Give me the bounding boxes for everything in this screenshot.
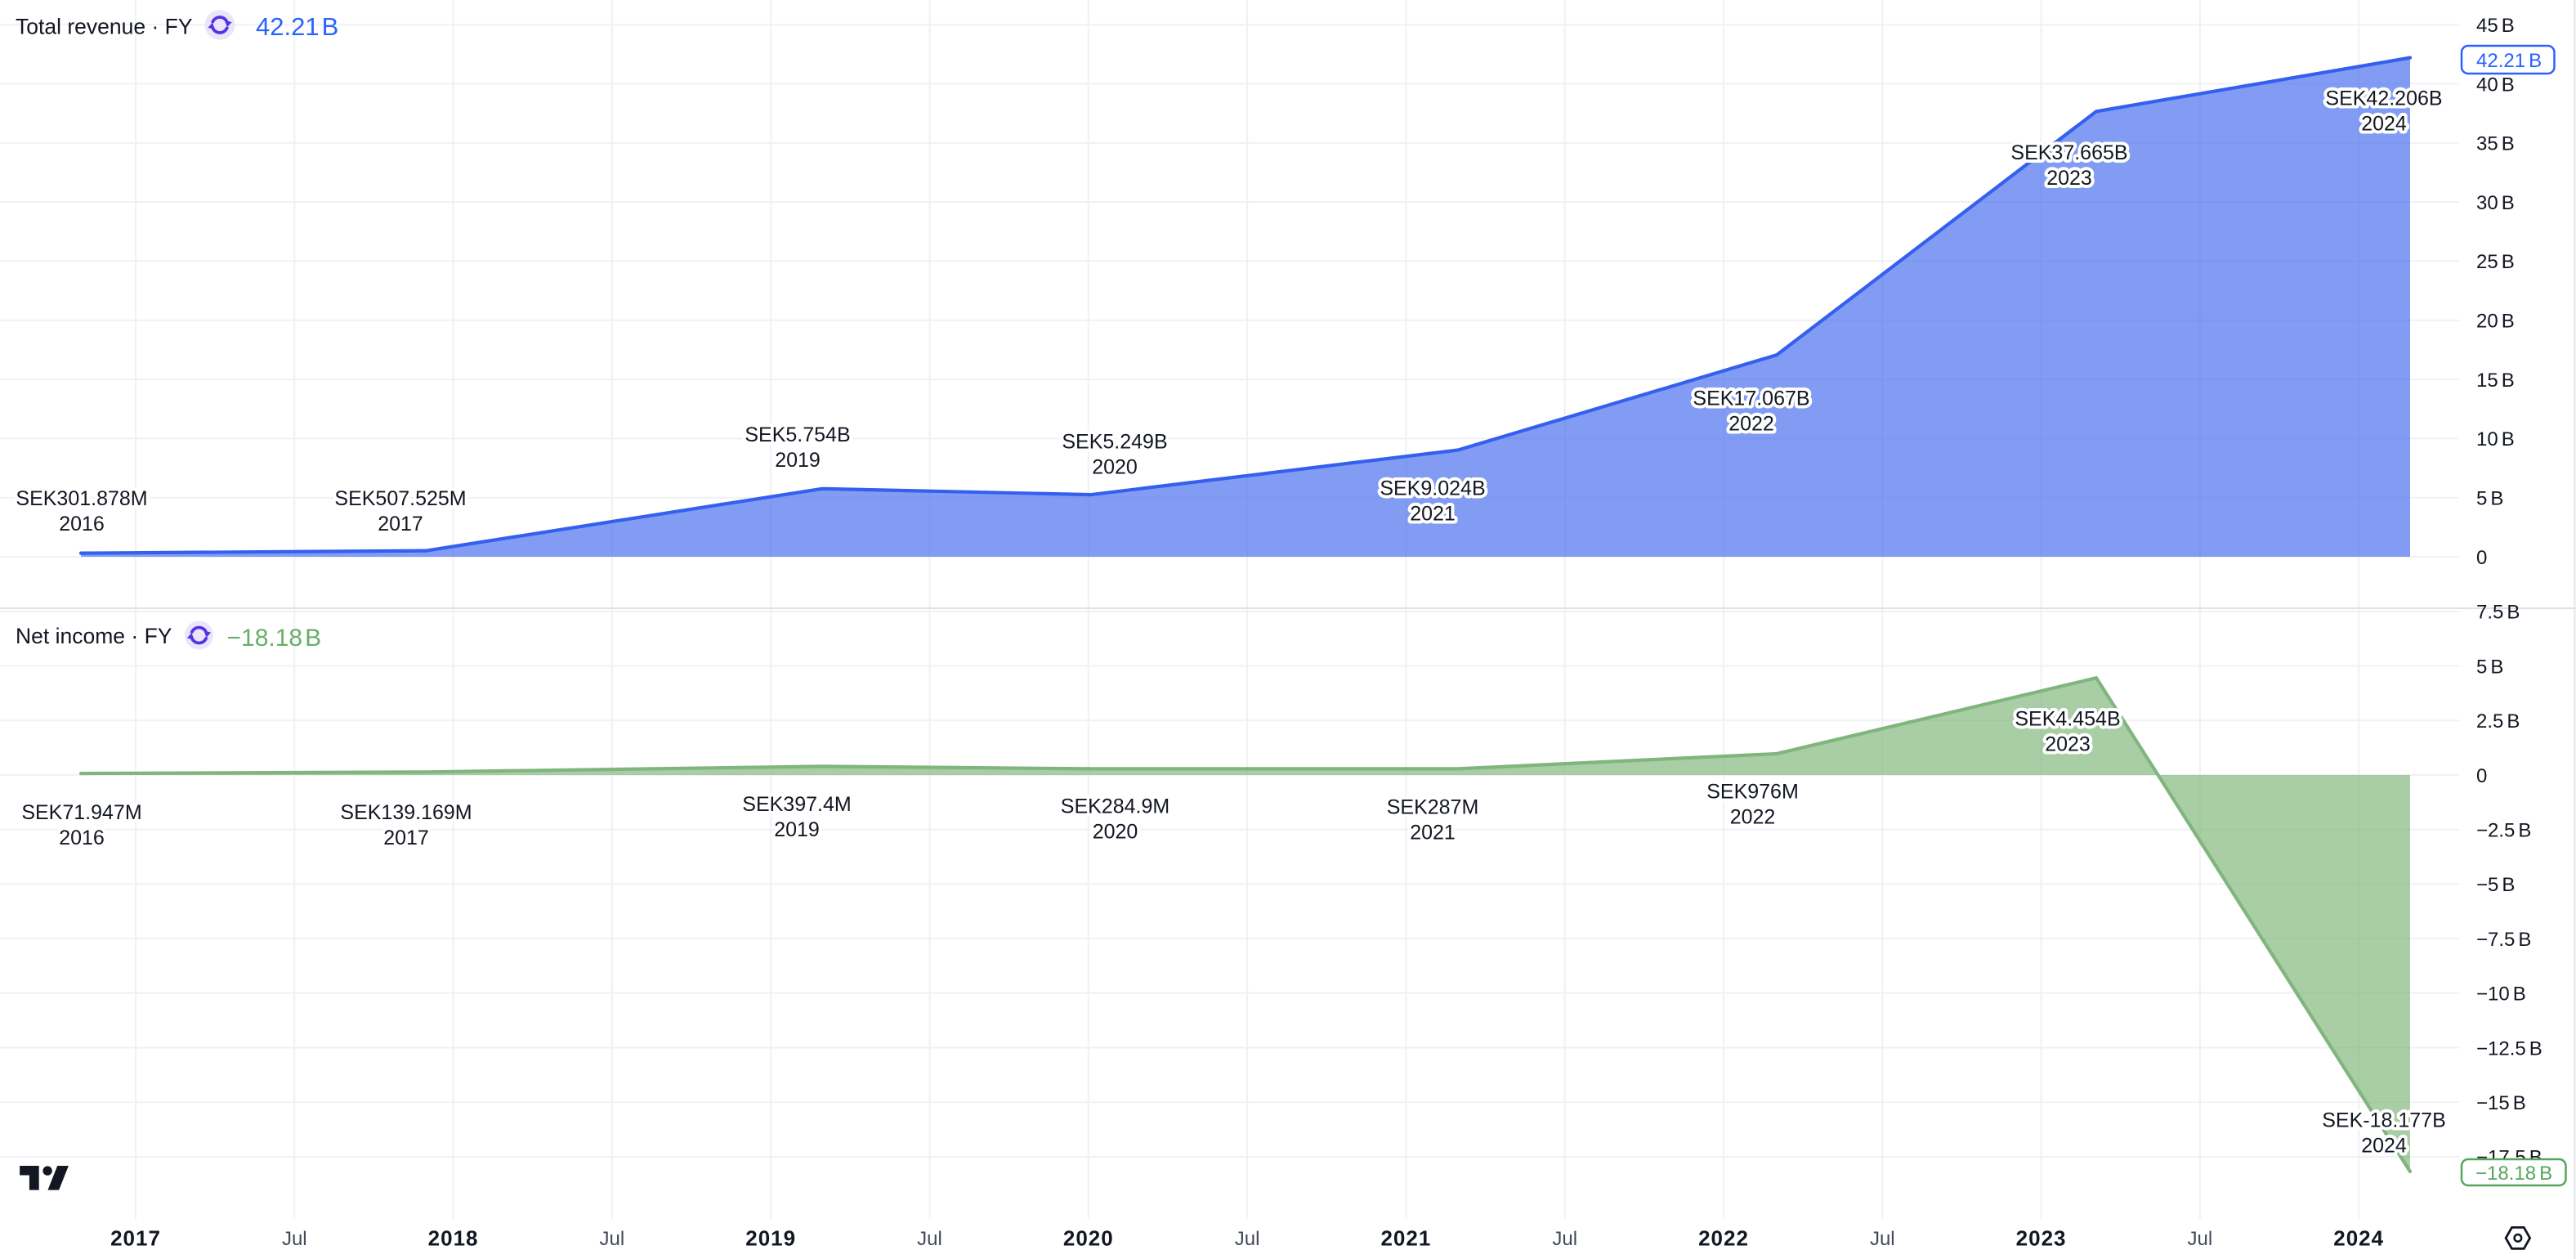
svg-text:2017: 2017 bbox=[110, 1226, 161, 1251]
svg-text:Jul: Jul bbox=[1552, 1228, 1577, 1250]
svg-text:SEK976M: SEK976M bbox=[1706, 781, 1799, 804]
svg-text:SEK139.169M: SEK139.169M bbox=[340, 801, 472, 824]
svg-text:5B: 5B bbox=[2476, 656, 2503, 678]
svg-text:−15B: −15 B bbox=[2476, 1092, 2526, 1114]
svg-text:45B: 45 B bbox=[2476, 15, 2515, 37]
svg-text:SEK37.665B: SEK37.665B bbox=[2010, 141, 2127, 164]
svg-text:Jul: Jul bbox=[1235, 1228, 1260, 1250]
svg-text:2023: 2023 bbox=[2046, 167, 2092, 190]
svg-text:0: 0 bbox=[2476, 765, 2487, 787]
svg-text:SEK4.454B: SEK4.454B bbox=[2015, 708, 2120, 731]
svg-text:SEK17.067B: SEK17.067B bbox=[1693, 388, 1809, 410]
svg-text:2021: 2021 bbox=[1380, 1226, 1431, 1251]
svg-text:SEK301.878M: SEK301.878M bbox=[16, 487, 147, 510]
svg-text:15B: 15 B bbox=[2476, 370, 2515, 392]
svg-text:Jul: Jul bbox=[2188, 1228, 2213, 1250]
svg-text:42.21B: 42.21B bbox=[256, 12, 338, 41]
svg-text:SEK397.4M: SEK397.4M bbox=[742, 793, 851, 816]
svg-text:−12.5B: −12.5 B bbox=[2476, 1037, 2542, 1060]
svg-text:SEK-18.177B: SEK-18.177B bbox=[2322, 1109, 2446, 1131]
svg-text:2021: 2021 bbox=[1410, 822, 1456, 845]
svg-text:Jul: Jul bbox=[282, 1228, 307, 1250]
svg-text:35B: 35 B bbox=[2476, 133, 2515, 155]
svg-text:2023: 2023 bbox=[2045, 733, 2091, 756]
svg-text:40B: 40 B bbox=[2476, 74, 2515, 96]
svg-text:2018: 2018 bbox=[428, 1226, 479, 1251]
svg-text:25B: 25 B bbox=[2476, 251, 2515, 273]
svg-text:−18.18B: −18.18 B bbox=[2475, 1163, 2552, 1185]
svg-text:2019: 2019 bbox=[775, 449, 821, 472]
svg-text:2022: 2022 bbox=[1698, 1226, 1749, 1251]
svg-text:7.5B: 7.5 B bbox=[2476, 602, 2520, 624]
svg-text:2022: 2022 bbox=[1730, 806, 1776, 829]
svg-text:2020: 2020 bbox=[1063, 1226, 1114, 1251]
svg-text:−10B: −10 B bbox=[2476, 983, 2526, 1006]
svg-text:SEK5.249B: SEK5.249B bbox=[1062, 431, 1167, 454]
svg-text:SEK42.206B: SEK42.206B bbox=[2325, 87, 2442, 110]
svg-text:10B: 10 B bbox=[2476, 428, 2515, 450]
svg-text:−7.5B: −7.5 B bbox=[2476, 929, 2531, 951]
svg-text:0: 0 bbox=[2476, 547, 2487, 569]
svg-text:Net income · FY: Net income · FY bbox=[16, 624, 172, 648]
svg-text:2019: 2019 bbox=[745, 1226, 796, 1251]
svg-text:2.5B: 2.5 B bbox=[2476, 710, 2520, 733]
svg-text:Jul: Jul bbox=[917, 1228, 942, 1250]
svg-text:Total revenue · FY: Total revenue · FY bbox=[16, 15, 193, 39]
svg-text:−18.18B: −18.18 B bbox=[227, 625, 322, 652]
svg-text:20B: 20 B bbox=[2476, 311, 2515, 333]
svg-text:SEK287M: SEK287M bbox=[1387, 796, 1479, 819]
svg-text:2023: 2023 bbox=[2016, 1226, 2067, 1251]
svg-text:2024: 2024 bbox=[2333, 1226, 2384, 1251]
svg-text:−5B: −5 B bbox=[2476, 874, 2515, 896]
svg-text:2020: 2020 bbox=[1092, 456, 1138, 479]
svg-text:SEK71.947M: SEK71.947M bbox=[21, 801, 141, 824]
svg-text:2021: 2021 bbox=[1410, 503, 1456, 526]
svg-text:30B: 30 B bbox=[2476, 192, 2515, 214]
svg-text:SEK5.754B: SEK5.754B bbox=[745, 423, 850, 446]
svg-text:−2.5B: −2.5 B bbox=[2476, 820, 2531, 842]
svg-text:2024: 2024 bbox=[2361, 113, 2407, 136]
svg-text:2022: 2022 bbox=[1729, 413, 1774, 436]
svg-text:SEK9.024B: SEK9.024B bbox=[1380, 477, 1485, 500]
svg-text:2016: 2016 bbox=[59, 513, 105, 535]
svg-text:Jul: Jul bbox=[1870, 1228, 1895, 1250]
svg-text:SEK507.525M: SEK507.525M bbox=[334, 487, 466, 510]
svg-text:2020: 2020 bbox=[1093, 820, 1138, 843]
svg-text:2016: 2016 bbox=[59, 827, 105, 849]
svg-text:2017: 2017 bbox=[378, 513, 423, 535]
svg-text:2017: 2017 bbox=[383, 827, 429, 849]
svg-text:Jul: Jul bbox=[600, 1228, 625, 1250]
svg-text:2024: 2024 bbox=[2361, 1134, 2407, 1157]
svg-text:2019: 2019 bbox=[774, 818, 820, 841]
svg-text:SEK284.9M: SEK284.9M bbox=[1061, 795, 1169, 818]
svg-text:42.21B: 42.21B bbox=[2476, 50, 2542, 72]
svg-text:5B: 5B bbox=[2476, 488, 2503, 510]
